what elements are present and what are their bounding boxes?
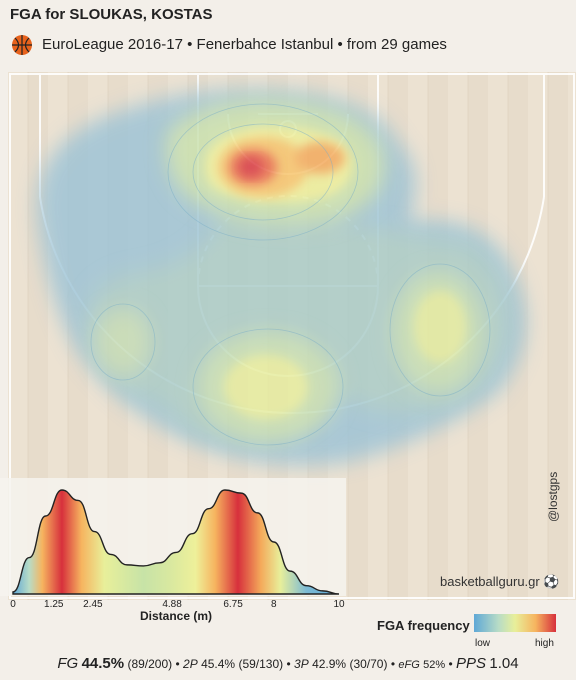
separator: • [390,657,396,671]
pps-value: 1.04 [489,655,519,672]
distance-tick-label: 6.75 [223,599,243,610]
legend-high-label: high [535,638,554,649]
separator: • [448,657,453,671]
distance-tick-label: 10 [333,599,345,610]
chart-subtitle: EuroLeague 2016-17 • Fenerbahce Istanbul… [42,36,447,53]
p2-label: 2P [183,657,198,671]
efg-label: eFG [398,659,420,671]
efg-pct: 52% [423,659,446,671]
distance-tick-label: 2.45 [83,599,103,610]
basketball-icon: ⚽ [543,574,560,589]
fg-label: FG [57,655,79,672]
p3-label: 3P [294,657,309,671]
chart-title: FGA for SLOUKAS, KOSTAS [10,6,213,23]
distance-tick-label: 1.25 [44,599,64,610]
separator: • [286,657,291,671]
distance-tick-label: 4.88 [162,599,182,610]
legend-color-scale [474,614,556,632]
p2-pct: 45.4% [201,657,236,671]
distance-axis-label: Distance (m) [140,609,212,623]
fg-detail: (89/200) [127,657,173,671]
legend-title: FGA frequency [377,618,470,633]
distance-tick-labels: 0 1.25 2.45 4.88 6.75 8 10 [10,599,345,610]
distance-tick-label: 0 [10,599,16,610]
pps-label: PPS [456,655,487,672]
distance-density-area [12,489,340,595]
shooting-stats: FG 44.5% (89/200) • 2P 45.4% (59/130) • … [0,655,576,672]
author-handle: @lostgps [546,471,560,522]
density-contours [90,103,491,446]
distance-tick-label: 8 [271,599,277,610]
site-watermark: basketballguru.gr ⚽ [440,574,560,589]
p3-detail: (30/70) [349,657,388,671]
p3-pct: 42.9% [312,657,347,671]
distance-chart: 0 1.25 2.45 4.88 6.75 8 10 Distance (m) [0,476,360,631]
heat-density [37,89,526,466]
separator: • [175,657,180,671]
p2-detail: (59/130) [238,657,284,671]
euroleague-ball-icon [12,35,32,55]
legend-low-label: low [475,638,491,649]
shot-heatmap [8,72,576,600]
fg-pct: 44.5% [81,655,125,672]
